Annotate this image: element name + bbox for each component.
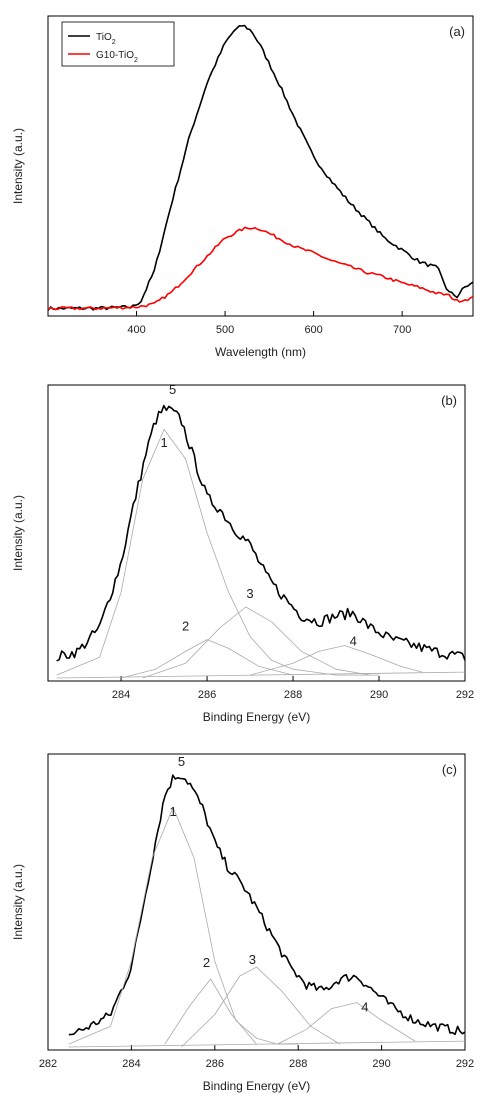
x-tick-label: 282	[39, 1058, 57, 1070]
series-line-1	[68, 774, 466, 1036]
x-tick-label: 400	[127, 324, 145, 336]
legend-entry-subscript: 2	[134, 57, 138, 64]
x-axis-label: Binding Energy (eV)	[203, 710, 310, 724]
legend-box	[61, 21, 175, 67]
series-line-6	[56, 671, 466, 679]
x-tick-label: 286	[206, 1058, 224, 1070]
x-axis-label: Binding Energy (eV)	[203, 1079, 310, 1093]
x-tick-label: 286	[198, 689, 216, 701]
peak-label-5: 5	[178, 754, 185, 769]
peak-label-5: 5	[169, 382, 176, 397]
peak-label-1: 1	[169, 804, 176, 819]
peak-label-4: 4	[350, 633, 357, 648]
x-tick-label: 288	[284, 689, 302, 701]
peak-label-2: 2	[182, 619, 189, 634]
panel-label: (b)	[441, 393, 457, 408]
peak-label-1: 1	[160, 435, 167, 450]
chart-panel-3: 282 284 286 288 290 292 Binding Energy (eV) Int…	[11, 753, 474, 1093]
peak-label-3: 3	[246, 586, 253, 601]
x-tick-label: 290	[372, 1058, 390, 1070]
x-tick-label: 284	[112, 689, 130, 701]
series-line-5	[277, 1002, 416, 1045]
series-line-5	[249, 645, 423, 676]
series-line-1	[56, 404, 466, 662]
series-line-6	[68, 1040, 466, 1048]
x-tick-label: 288	[289, 1058, 307, 1070]
x-tick-label: 600	[304, 324, 322, 336]
legend: TiO2 G10-TiO2	[61, 21, 175, 67]
series-line-2	[68, 806, 299, 1045]
panel-label: (a)	[449, 24, 465, 39]
series-line-2	[56, 428, 379, 676]
x-tick-label: 500	[216, 324, 234, 336]
series-line-3	[121, 639, 294, 679]
x-tick-label: 284	[122, 1058, 140, 1070]
legend-entry-subscript: 2	[112, 39, 116, 46]
x-tick-label: 290	[370, 689, 388, 701]
peak-label-3: 3	[249, 952, 256, 967]
y-axis-label: Intensity (a.u.)	[11, 864, 25, 940]
y-axis-label: Intensity (a.u.)	[11, 128, 25, 204]
peak-label-2: 2	[203, 955, 210, 970]
legend-entry: TiO2	[96, 32, 116, 46]
x-axis-label: Wavelength (nm)	[215, 345, 306, 359]
series-line-2	[47, 226, 474, 311]
series-line-1	[47, 24, 474, 311]
plot-frame	[47, 384, 466, 682]
chart-panel-2: 284 286 288 290 292 Binding Energy (eV) Intens…	[11, 382, 474, 724]
series-line-3	[164, 978, 257, 1045]
x-tick-label: 700	[393, 324, 411, 336]
plot-frame	[47, 15, 474, 317]
chart-panel-1: 400 500 600 700 Wavelength (nm) Intensity (a.…	[11, 15, 474, 359]
y-axis-label: Intensity (a.u.)	[11, 495, 25, 571]
plot-frame	[47, 753, 466, 1051]
x-tick-label: 292	[456, 1058, 474, 1070]
series-line-4	[142, 606, 371, 679]
legend-entry: G10-TiO2	[96, 50, 138, 64]
panel-label: (c)	[442, 762, 457, 777]
peak-label-4: 4	[361, 1000, 368, 1015]
series-line-4	[181, 966, 341, 1048]
x-tick-label: 292	[456, 689, 474, 701]
